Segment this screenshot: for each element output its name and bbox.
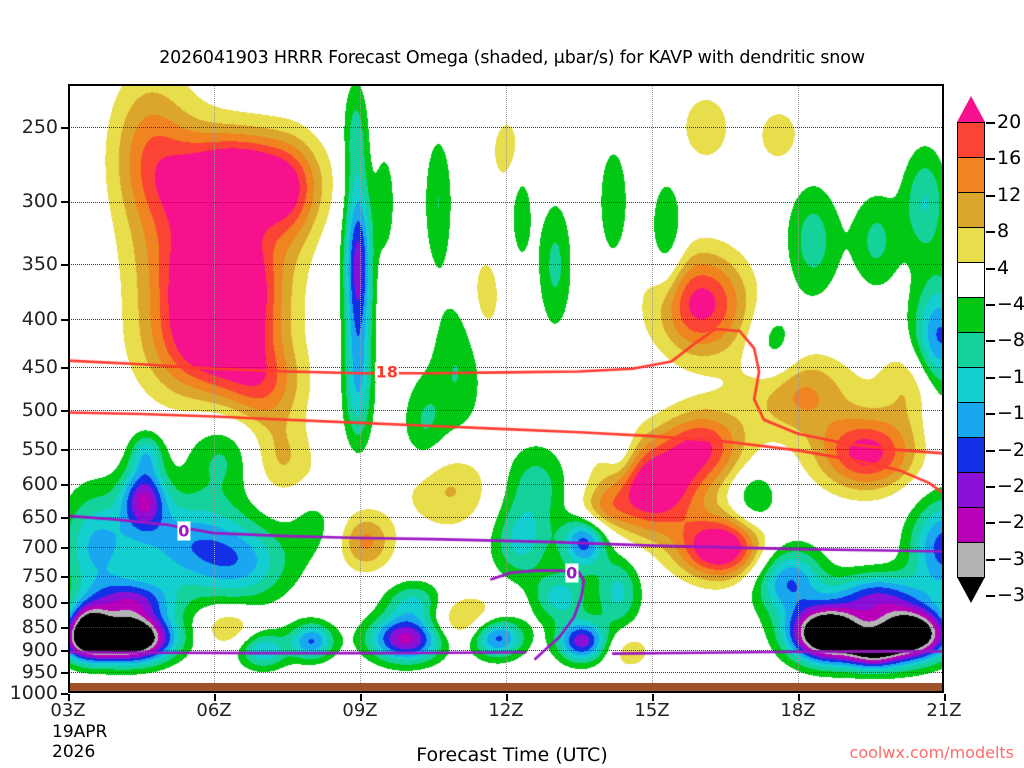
y-axis-tick xyxy=(61,264,68,267)
y-axis-tick xyxy=(61,626,68,629)
colorbar-label: −24 xyxy=(997,475,1024,497)
colorbar-label: −36 xyxy=(997,584,1024,607)
y-axis-label: 650 xyxy=(21,506,58,529)
colorbar-tick xyxy=(986,122,995,124)
colorbar-label: −32 xyxy=(997,547,1024,570)
x-axis-tick xyxy=(944,694,946,701)
colorbar-label: −12 xyxy=(997,365,1024,388)
y-axis-tick xyxy=(61,318,68,321)
colorbar-arrow-high xyxy=(957,96,985,122)
x-axis-label: 09Z xyxy=(342,700,378,721)
date-stamp: 19APR 2026 xyxy=(52,722,108,762)
colorbar-label: −28 xyxy=(997,511,1024,534)
y-axis-tick xyxy=(61,127,68,130)
colorbar-tick xyxy=(986,376,995,379)
x-axis-tick xyxy=(360,694,362,701)
y-axis-tick xyxy=(61,601,68,604)
x-axis-tick xyxy=(214,694,216,701)
y-axis-tick xyxy=(61,517,68,520)
y-axis-label: 700 xyxy=(21,536,58,559)
x-axis-tick xyxy=(652,694,654,701)
contour-label-freezing-level: 0 xyxy=(565,563,579,583)
colorbar-swatch[interactable] xyxy=(957,192,985,229)
x-axis-tick xyxy=(798,694,800,701)
colorbar-tick xyxy=(986,413,995,416)
colorbar-swatch[interactable] xyxy=(957,332,985,369)
colorbar-label: −16 xyxy=(997,402,1024,425)
watermark: coolwx.com/modelts xyxy=(849,743,1014,762)
colorbar-label: 16 xyxy=(997,147,1022,170)
x-axis-label: 21Z xyxy=(926,700,962,721)
colorbar-tick xyxy=(986,340,995,343)
y-axis-tick xyxy=(61,410,68,412)
y-axis-tick xyxy=(61,484,68,487)
y-axis-label: 800 xyxy=(21,590,58,613)
colorbar-swatch[interactable] xyxy=(957,297,985,334)
y-axis-label: 750 xyxy=(21,564,58,587)
colorbar-label: 4 xyxy=(997,256,1010,279)
y-axis-tick xyxy=(61,575,68,578)
colorbar-swatch[interactable] xyxy=(957,157,985,194)
colorbar-tick xyxy=(986,522,995,525)
colorbar-tick xyxy=(986,158,995,161)
y-axis-label: 850 xyxy=(21,615,58,638)
contour-label-freezing-level: 0 xyxy=(177,521,191,541)
y-axis-label: 950 xyxy=(21,661,58,684)
colorbar-arrow-low xyxy=(957,577,985,603)
chart-title-line1: 2026041903 HRRR Forecast Omega (shaded, … xyxy=(159,48,865,68)
y-axis-label: 400 xyxy=(21,307,58,330)
colorbar-label: 12 xyxy=(997,183,1022,206)
contour-overlay xyxy=(68,84,944,693)
colorbar[interactable] xyxy=(957,96,985,603)
colorbar-swatch[interactable] xyxy=(957,402,985,439)
plot-area[interactable]: 18 0 0 xyxy=(68,84,944,693)
y-axis-label: 1000 xyxy=(9,682,58,704)
colorbar-swatch[interactable] xyxy=(957,262,985,299)
x-axis-tick xyxy=(68,694,70,701)
y-axis-tick xyxy=(61,547,68,550)
y-axis-tick xyxy=(61,201,68,204)
colorbar-swatch[interactable] xyxy=(957,507,985,544)
colorbar-tick xyxy=(986,304,995,306)
x-axis-label: 06Z xyxy=(196,700,232,721)
colorbar-label: −4 xyxy=(997,293,1024,315)
colorbar-swatch[interactable] xyxy=(957,437,985,474)
colorbar-label: 8 xyxy=(997,220,1010,243)
y-axis-label: 900 xyxy=(21,638,58,661)
y-axis-tick xyxy=(61,649,68,652)
x-axis-label: 12Z xyxy=(488,700,524,721)
colorbar-swatch[interactable] xyxy=(957,227,985,264)
y-axis-label: 500 xyxy=(21,399,58,421)
colorbar-tick xyxy=(986,449,995,452)
y-axis-label: 300 xyxy=(21,190,58,213)
colorbar-tick xyxy=(986,267,995,270)
y-axis-tick xyxy=(61,448,68,451)
colorbar-tick xyxy=(986,194,995,197)
colorbar-tick xyxy=(986,486,995,488)
y-axis-tick xyxy=(61,366,68,369)
y-axis-label: 550 xyxy=(21,437,58,460)
x-axis-label: 03Z xyxy=(50,700,86,721)
colorbar-swatch[interactable] xyxy=(957,472,985,509)
y-axis-label: 250 xyxy=(21,116,58,139)
colorbar-swatch[interactable] xyxy=(957,367,985,404)
colorbar-swatch[interactable] xyxy=(957,542,985,579)
x-axis-label: 18Z xyxy=(780,700,816,721)
colorbar-tick xyxy=(986,558,995,561)
colorbar-label: 20 xyxy=(997,111,1022,133)
x-axis-label: 15Z xyxy=(634,700,670,721)
x-axis-title: Forecast Time (UTC) xyxy=(416,744,608,766)
colorbar-swatch[interactable] xyxy=(957,122,985,159)
colorbar-tick xyxy=(986,595,995,598)
contour-label-dendritic-snow-growth-region: 18 xyxy=(374,362,399,381)
y-axis-label: 350 xyxy=(21,253,58,276)
y-axis-tick xyxy=(61,672,68,675)
y-axis-label: 600 xyxy=(21,473,58,496)
colorbar-label: −20 xyxy=(997,438,1024,461)
colorbar-tick xyxy=(986,231,995,234)
y-axis-label: 450 xyxy=(21,355,58,378)
colorbar-label: −8 xyxy=(997,329,1024,352)
y-axis-tick xyxy=(61,693,68,695)
x-axis-tick xyxy=(506,694,508,701)
